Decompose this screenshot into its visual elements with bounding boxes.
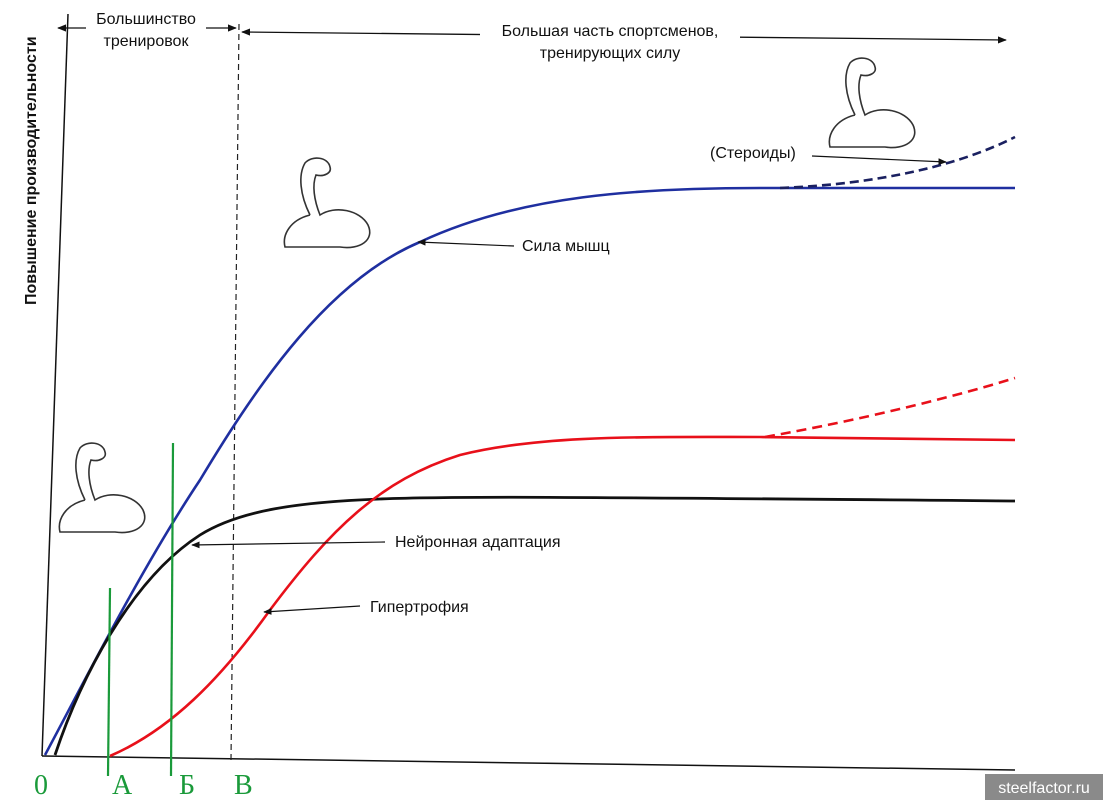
label-bg [86, 8, 206, 54]
hypertrophy-steroids [764, 376, 1016, 439]
range-label: тренировок [104, 33, 190, 50]
point-label: Б [179, 770, 195, 800]
pointer [263, 605, 361, 615]
pointer [811, 155, 947, 166]
y-axis-label: Повышение производительности [23, 36, 40, 305]
watermark: steelfactor.ru [998, 780, 1090, 797]
divider [230, 23, 240, 761]
curve-label: Гипертрофия [370, 599, 469, 616]
watermark-bg [985, 774, 1103, 800]
curve-label: Сила мышц [522, 238, 610, 255]
point-label: 0 [34, 770, 48, 800]
arm-icon [58, 442, 146, 534]
neural-curve [53, 495, 1016, 756]
curve-label: Нейронная адаптация [395, 534, 560, 551]
range-label: Большая часть спортсменов, [502, 23, 719, 40]
strength-curve [43, 186, 1015, 756]
marker-line [169, 442, 175, 777]
label-bg [480, 16, 740, 64]
point-label: А [112, 770, 133, 800]
range-label: Большинство [96, 11, 196, 28]
x-axis [41, 755, 1016, 771]
pointer [191, 541, 386, 549]
steroids-label: (Стероиды) [710, 145, 796, 162]
arm-icon [283, 157, 371, 249]
steroids-curve [779, 135, 1016, 190]
arm-icon [828, 57, 916, 149]
pointer [417, 238, 515, 247]
hypertrophy-curve [109, 435, 1016, 758]
y-axis [41, 13, 69, 757]
point-label: В [234, 770, 253, 800]
range-label: тренирующих силу [540, 45, 680, 62]
marker-line [106, 587, 112, 777]
